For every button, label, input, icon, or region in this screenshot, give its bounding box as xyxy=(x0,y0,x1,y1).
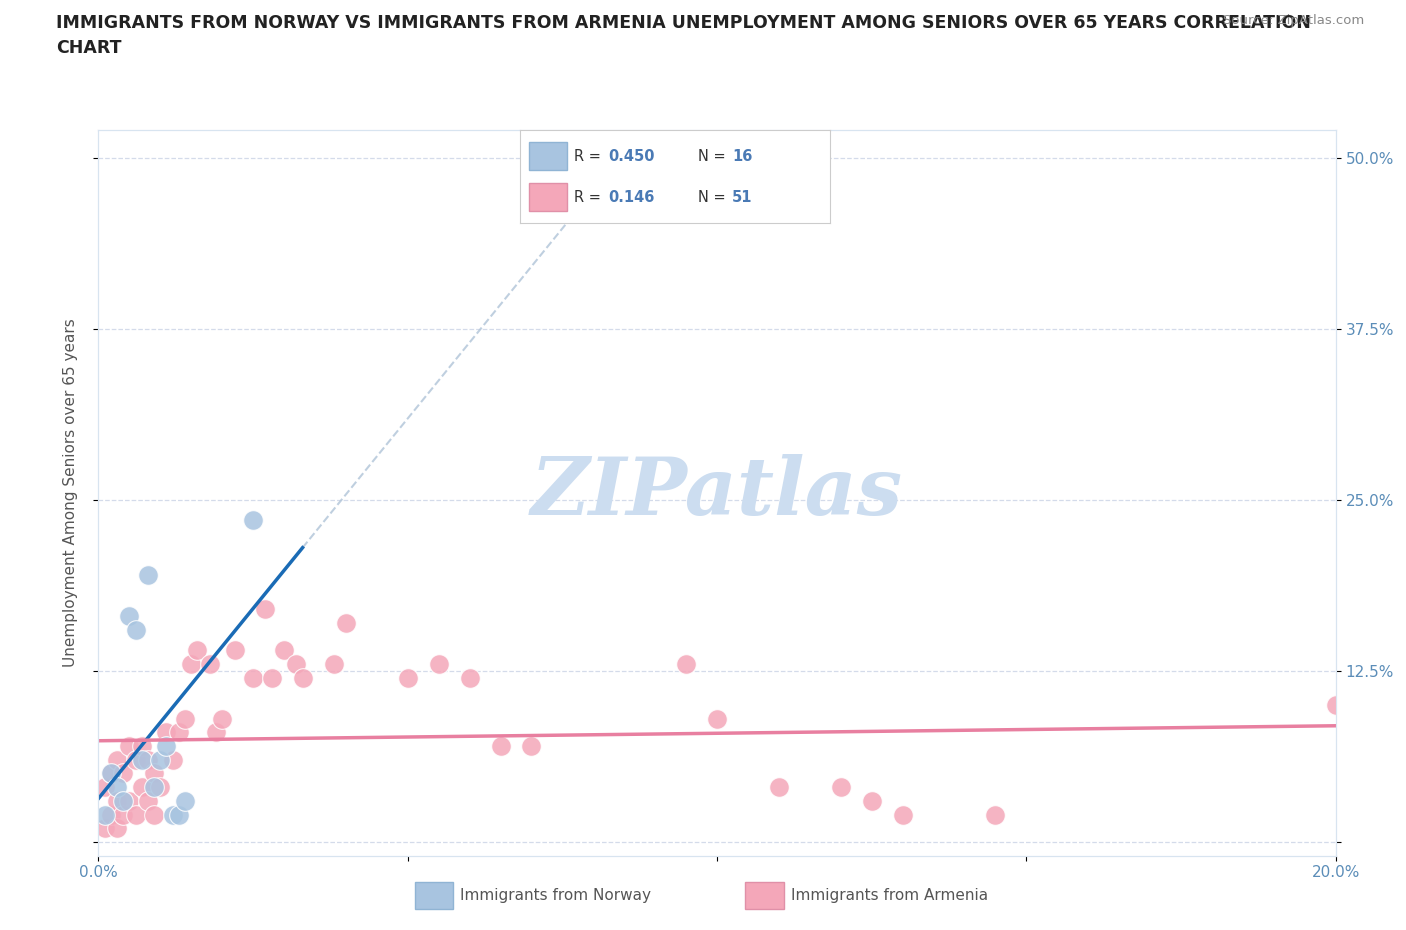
Point xyxy=(273,643,295,658)
Point xyxy=(162,807,184,822)
Point xyxy=(205,725,228,740)
Point xyxy=(131,779,153,794)
Point xyxy=(105,752,128,767)
Point xyxy=(105,793,128,808)
Point xyxy=(396,671,419,685)
Point xyxy=(136,752,159,767)
Bar xyxy=(530,183,567,211)
Point xyxy=(291,671,314,685)
Point xyxy=(427,657,450,671)
Bar xyxy=(415,882,453,909)
Point xyxy=(118,608,141,623)
Point xyxy=(149,752,172,767)
Point xyxy=(112,807,135,822)
Point xyxy=(211,711,233,726)
Point xyxy=(167,807,190,822)
Point xyxy=(285,657,308,671)
Point xyxy=(830,779,852,794)
Point xyxy=(93,779,115,794)
Point xyxy=(174,711,197,726)
Point xyxy=(860,793,883,808)
Point xyxy=(174,793,197,808)
Point xyxy=(143,766,166,781)
Point xyxy=(118,738,141,753)
Point xyxy=(105,821,128,836)
Point xyxy=(124,622,146,637)
Point xyxy=(93,821,115,836)
Text: R =: R = xyxy=(575,190,610,205)
Point xyxy=(768,779,790,794)
Text: N =: N = xyxy=(697,149,730,164)
Point xyxy=(118,793,141,808)
Point xyxy=(136,793,159,808)
Point xyxy=(131,752,153,767)
Bar xyxy=(745,882,785,909)
Text: CHART: CHART xyxy=(56,39,122,57)
Point xyxy=(224,643,246,658)
Point xyxy=(112,766,135,781)
Point xyxy=(100,807,122,822)
Point xyxy=(242,671,264,685)
Point xyxy=(458,671,481,685)
Point xyxy=(600,150,623,165)
Point xyxy=(1324,698,1347,712)
Point xyxy=(143,779,166,794)
Point xyxy=(322,657,344,671)
Point xyxy=(242,512,264,527)
Point xyxy=(675,657,697,671)
Point xyxy=(489,738,512,753)
Point xyxy=(167,725,190,740)
Point xyxy=(124,807,146,822)
Y-axis label: Unemployment Among Seniors over 65 years: Unemployment Among Seniors over 65 years xyxy=(63,319,77,668)
Point xyxy=(186,643,208,658)
Point xyxy=(136,567,159,582)
Text: 51: 51 xyxy=(733,190,752,205)
Point xyxy=(93,807,115,822)
Bar xyxy=(530,142,567,170)
Text: Immigrants from Norway: Immigrants from Norway xyxy=(461,887,651,903)
Point xyxy=(260,671,283,685)
Point xyxy=(180,657,202,671)
Point xyxy=(149,779,172,794)
Text: 0.146: 0.146 xyxy=(609,190,655,205)
Text: 16: 16 xyxy=(733,149,752,164)
Point xyxy=(706,711,728,726)
Point xyxy=(105,779,128,794)
Point xyxy=(520,738,543,753)
Point xyxy=(100,766,122,781)
Text: 0.450: 0.450 xyxy=(609,149,655,164)
Point xyxy=(112,793,135,808)
Point xyxy=(143,807,166,822)
Point xyxy=(124,752,146,767)
Text: R =: R = xyxy=(575,149,606,164)
Point xyxy=(162,752,184,767)
Text: Immigrants from Armenia: Immigrants from Armenia xyxy=(790,887,988,903)
Point xyxy=(984,807,1007,822)
Text: Source: ZipAtlas.com: Source: ZipAtlas.com xyxy=(1223,14,1364,27)
Point xyxy=(155,725,177,740)
Text: IMMIGRANTS FROM NORWAY VS IMMIGRANTS FROM ARMENIA UNEMPLOYMENT AMONG SENIORS OVE: IMMIGRANTS FROM NORWAY VS IMMIGRANTS FRO… xyxy=(56,14,1312,32)
Point xyxy=(335,616,357,631)
Point xyxy=(131,738,153,753)
Point xyxy=(155,738,177,753)
Point xyxy=(198,657,221,671)
Point xyxy=(254,602,277,617)
Text: ZIPatlas: ZIPatlas xyxy=(531,454,903,532)
Point xyxy=(891,807,914,822)
Text: N =: N = xyxy=(697,190,730,205)
Point xyxy=(100,766,122,781)
